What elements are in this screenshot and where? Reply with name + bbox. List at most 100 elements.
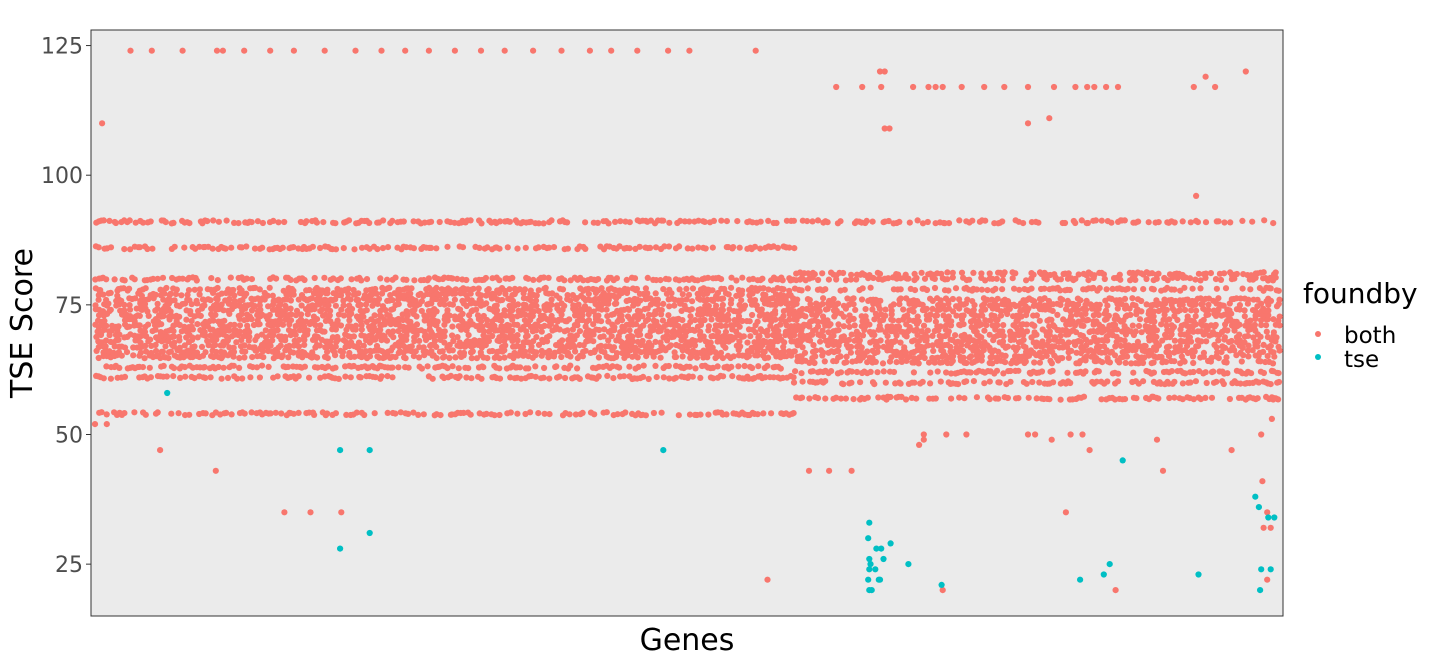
data-point-both: [236, 322, 244, 329]
data-point-both: [759, 275, 766, 282]
data-point-both: [525, 275, 532, 282]
data-point-both: [446, 312, 453, 319]
data-point-both: [546, 347, 553, 355]
data-point-both: [881, 68, 888, 75]
data-point-both: [266, 311, 273, 319]
data-point-both: [652, 244, 660, 251]
data-point-both: [842, 277, 850, 284]
data-point-both: [694, 277, 701, 284]
data-point-both: [824, 305, 831, 312]
data-point-both: [121, 277, 128, 284]
data-point-both: [718, 322, 725, 329]
data-point-both: [103, 276, 110, 283]
data-point-both: [1045, 297, 1052, 305]
data-point-both: [251, 303, 258, 310]
data-point-both: [884, 333, 891, 340]
data-point-both: [806, 323, 813, 330]
data-point-both: [1129, 295, 1136, 302]
data-point-both: [770, 374, 777, 381]
data-point-both: [1195, 270, 1202, 277]
data-point-both: [269, 337, 276, 344]
data-point-both: [176, 313, 183, 320]
data-point-both: [1000, 333, 1007, 340]
data-point-both: [357, 374, 364, 381]
data-point-both: [533, 292, 540, 299]
data-point-both: [945, 328, 952, 335]
data-point-both: [392, 410, 399, 417]
data-point-both: [692, 317, 699, 324]
data-point-both: [269, 292, 276, 299]
data-point-both: [1202, 219, 1210, 226]
data-point-both: [1012, 270, 1019, 277]
data-point-both: [1213, 378, 1220, 385]
data-point-both: [207, 374, 214, 381]
data-point-both: [853, 276, 860, 283]
data-point-both: [1111, 352, 1119, 359]
data-point-both: [827, 321, 834, 328]
data-point-both: [1220, 302, 1227, 309]
data-point-both: [697, 306, 704, 313]
data-point-both: [1190, 368, 1197, 376]
data-point-both: [1136, 316, 1144, 323]
data-point-both: [527, 287, 534, 294]
data-point-both: [267, 342, 274, 349]
data-point-both: [410, 353, 417, 360]
data-point-both: [806, 337, 814, 344]
data-point-both: [772, 307, 779, 314]
data-point-both: [259, 219, 266, 227]
data-point-both: [1208, 394, 1216, 401]
data-point-both: [590, 338, 597, 345]
data-point-both: [267, 410, 274, 417]
data-point-both: [611, 324, 618, 331]
data-point-both: [219, 47, 226, 54]
data-point-both: [1140, 286, 1147, 293]
data-point-both: [335, 375, 342, 382]
data-point-both: [1270, 329, 1277, 336]
data-point-both: [437, 412, 444, 419]
data-point-both: [790, 410, 797, 417]
data-point-both: [265, 363, 272, 370]
data-point-both: [815, 323, 822, 330]
data-point-both: [676, 286, 683, 293]
data-point-both: [837, 353, 844, 360]
data-point-both: [345, 217, 353, 224]
data-point-both: [1059, 355, 1066, 362]
data-point-both: [702, 245, 709, 252]
data-point-both: [277, 342, 284, 349]
data-point-both: [100, 217, 107, 224]
data-point-both: [1073, 329, 1080, 336]
data-point-both: [390, 328, 397, 335]
data-point-both: [1028, 285, 1035, 292]
data-point-both: [913, 274, 920, 282]
data-point-both: [177, 374, 184, 381]
data-point-both: [154, 275, 161, 282]
data-point-both: [1020, 336, 1027, 343]
data-point-both: [980, 347, 987, 354]
data-point-both: [665, 276, 672, 283]
data-point-both: [730, 244, 737, 251]
data-point-both: [791, 245, 798, 252]
data-point-both: [212, 311, 219, 318]
data-point-both: [449, 332, 456, 339]
data-point-both: [970, 306, 977, 314]
data-point-both: [877, 297, 884, 304]
data-point-both: [233, 339, 240, 346]
data-point-both: [179, 275, 186, 282]
data-point-both: [260, 354, 267, 361]
data-point-both: [331, 349, 338, 356]
data-point-both: [686, 363, 693, 370]
data-point-both: [1030, 271, 1037, 278]
data-point-both: [833, 394, 840, 401]
data-point-both: [441, 328, 448, 335]
data-point-both: [107, 244, 115, 251]
data-point-both: [1068, 313, 1075, 320]
data-point-both: [1210, 368, 1217, 375]
data-point-both: [590, 321, 597, 328]
data-point-both: [468, 355, 475, 362]
data-point-both: [451, 296, 458, 303]
data-point-both: [508, 313, 516, 320]
data-point-both: [441, 301, 448, 308]
data-point-both: [805, 467, 813, 474]
data-point-both: [1171, 219, 1178, 226]
data-point-both: [877, 337, 884, 344]
